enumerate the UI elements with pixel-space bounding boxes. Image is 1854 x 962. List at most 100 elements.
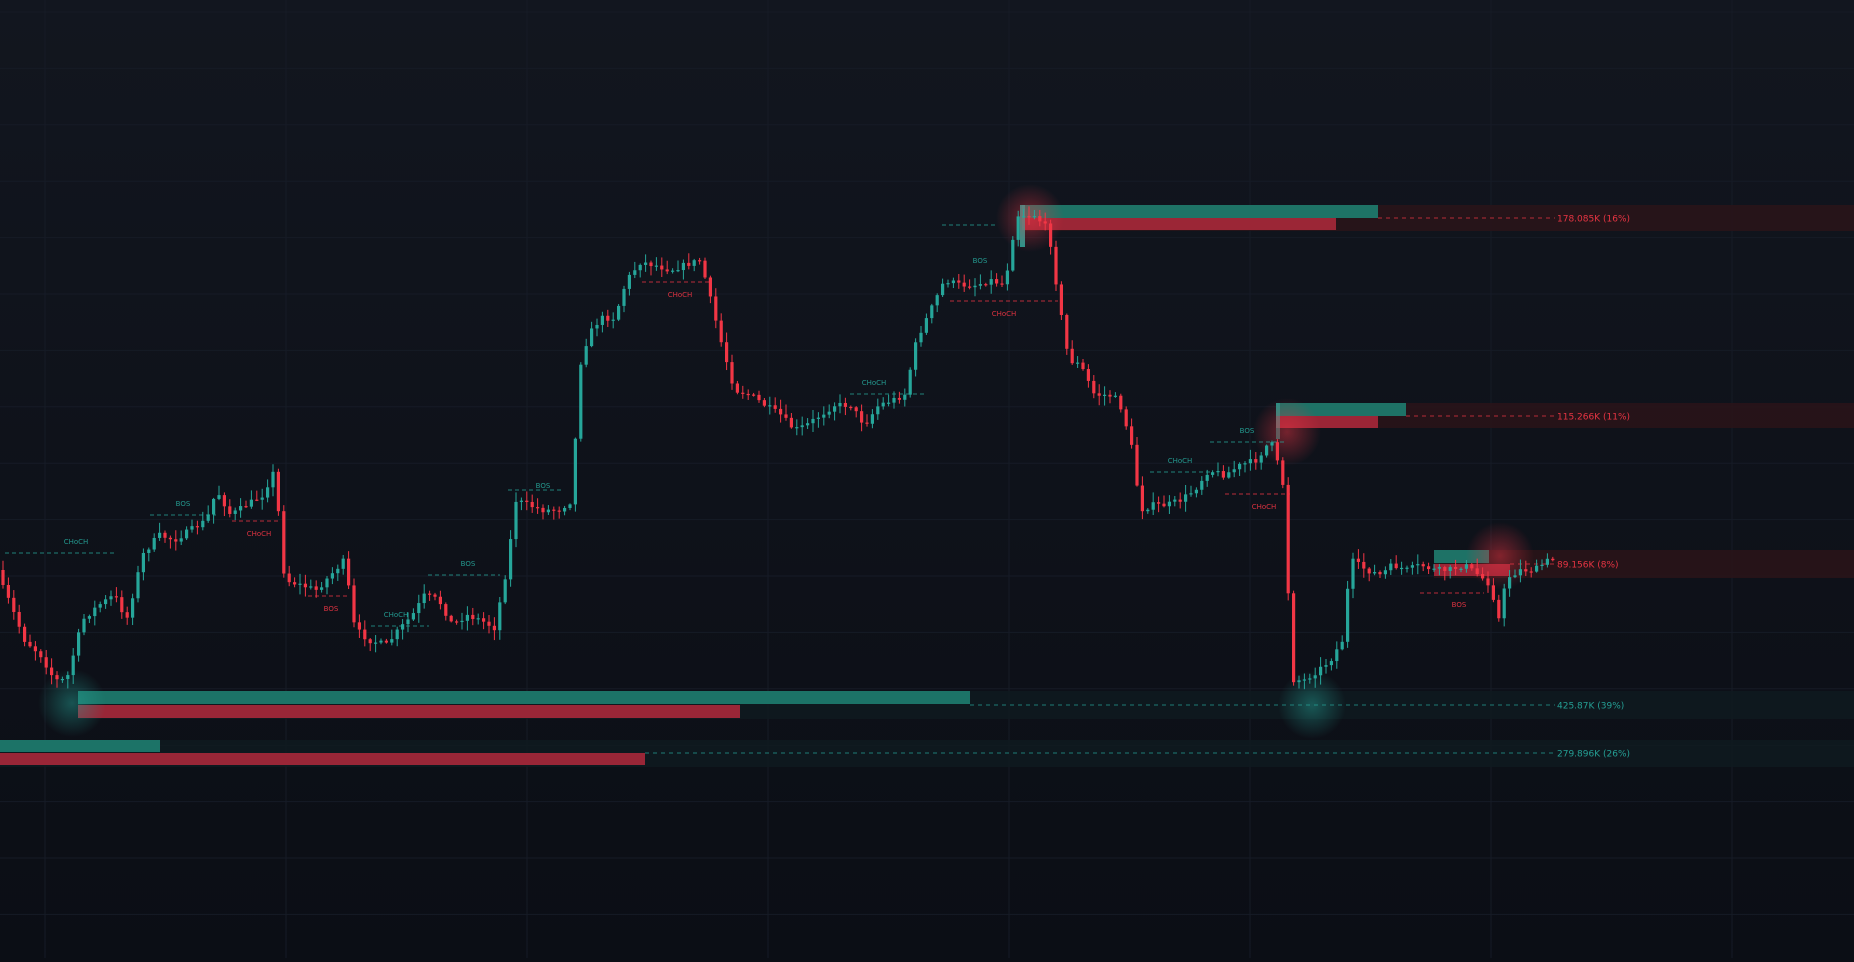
candle[interactable] bbox=[33, 641, 37, 661]
candle[interactable] bbox=[1470, 562, 1474, 571]
candle[interactable] bbox=[541, 504, 545, 520]
candle[interactable] bbox=[573, 437, 577, 512]
candle[interactable] bbox=[735, 380, 739, 395]
candle[interactable] bbox=[897, 391, 901, 404]
candle[interactable] bbox=[12, 590, 16, 620]
candle[interactable] bbox=[1400, 561, 1404, 575]
candle[interactable] bbox=[1302, 673, 1306, 690]
candle[interactable] bbox=[1416, 554, 1420, 575]
candle[interactable] bbox=[509, 530, 513, 587]
candle[interactable] bbox=[849, 405, 853, 411]
candle[interactable] bbox=[1065, 313, 1069, 355]
candle[interactable] bbox=[471, 607, 475, 626]
candle[interactable] bbox=[158, 522, 162, 541]
candle[interactable] bbox=[1032, 209, 1036, 220]
candle[interactable] bbox=[222, 492, 226, 517]
candle[interactable] bbox=[428, 590, 432, 601]
candle[interactable] bbox=[671, 268, 675, 274]
candle[interactable] bbox=[271, 464, 275, 497]
candle[interactable] bbox=[50, 658, 54, 685]
candle[interactable] bbox=[1265, 444, 1269, 458]
candle[interactable] bbox=[1243, 461, 1247, 473]
candle[interactable] bbox=[352, 578, 356, 628]
candle[interactable] bbox=[125, 606, 129, 625]
candle[interactable] bbox=[390, 629, 394, 646]
candle[interactable] bbox=[1292, 590, 1296, 686]
candle[interactable] bbox=[1540, 559, 1544, 571]
candle[interactable] bbox=[44, 650, 48, 675]
candle[interactable] bbox=[136, 565, 140, 603]
candle[interactable] bbox=[973, 278, 977, 297]
candle[interactable] bbox=[773, 397, 777, 413]
candle[interactable] bbox=[71, 648, 75, 684]
candle[interactable] bbox=[77, 628, 81, 662]
candle[interactable] bbox=[239, 498, 243, 518]
candle[interactable] bbox=[320, 581, 324, 593]
candle[interactable] bbox=[1281, 457, 1285, 489]
candle[interactable] bbox=[336, 564, 340, 581]
candle[interactable] bbox=[870, 409, 874, 429]
candle[interactable] bbox=[1432, 564, 1436, 572]
candle[interactable] bbox=[249, 490, 253, 509]
candle[interactable] bbox=[1356, 549, 1360, 569]
candle[interactable] bbox=[746, 389, 750, 400]
candle[interactable] bbox=[622, 285, 626, 313]
candle[interactable] bbox=[1043, 212, 1047, 231]
candle[interactable] bbox=[357, 614, 361, 638]
candle[interactable] bbox=[309, 579, 313, 590]
candle[interactable] bbox=[1049, 219, 1053, 255]
candle[interactable] bbox=[368, 638, 372, 652]
candle[interactable] bbox=[104, 595, 108, 609]
candle[interactable] bbox=[174, 530, 178, 551]
candle[interactable] bbox=[1529, 567, 1533, 578]
candle[interactable] bbox=[152, 533, 156, 552]
candle[interactable] bbox=[438, 590, 442, 610]
candle[interactable] bbox=[492, 617, 496, 641]
candle[interactable] bbox=[465, 606, 469, 631]
candle[interactable] bbox=[1421, 561, 1425, 572]
candle[interactable] bbox=[1005, 263, 1009, 291]
candle[interactable] bbox=[741, 385, 745, 399]
candle[interactable] bbox=[795, 419, 799, 436]
candle[interactable] bbox=[1162, 495, 1166, 508]
candle[interactable] bbox=[563, 505, 567, 516]
candle[interactable] bbox=[800, 416, 804, 436]
candle[interactable] bbox=[411, 608, 415, 622]
candle[interactable] bbox=[595, 318, 599, 337]
candle[interactable] bbox=[1373, 564, 1377, 576]
candle[interactable] bbox=[374, 635, 378, 653]
candle[interactable] bbox=[757, 390, 761, 403]
candle[interactable] bbox=[303, 574, 307, 597]
candle[interactable] bbox=[519, 497, 523, 511]
candle[interactable] bbox=[93, 600, 97, 626]
candle[interactable] bbox=[1410, 561, 1414, 575]
candle[interactable] bbox=[1086, 364, 1090, 388]
candle[interactable] bbox=[1405, 565, 1409, 573]
candle[interactable] bbox=[887, 394, 891, 407]
candle[interactable] bbox=[714, 288, 718, 329]
candle[interactable] bbox=[185, 526, 189, 541]
candle[interactable] bbox=[1254, 452, 1258, 470]
candle[interactable] bbox=[860, 404, 864, 432]
candle[interactable] bbox=[1054, 240, 1058, 292]
candle[interactable] bbox=[206, 505, 210, 523]
candle[interactable] bbox=[962, 274, 966, 292]
candle[interactable] bbox=[1475, 558, 1479, 577]
candle[interactable] bbox=[703, 257, 707, 279]
candle[interactable] bbox=[1205, 469, 1209, 487]
candle[interactable] bbox=[60, 676, 64, 683]
candle[interactable] bbox=[1135, 437, 1139, 487]
candle[interactable] bbox=[1551, 556, 1555, 562]
candle[interactable] bbox=[627, 271, 631, 296]
candle[interactable] bbox=[1491, 578, 1495, 603]
candle[interactable] bbox=[1211, 470, 1215, 478]
candle[interactable] bbox=[1097, 384, 1101, 406]
candle[interactable] bbox=[255, 490, 259, 502]
candle[interactable] bbox=[433, 592, 437, 601]
candle[interactable] bbox=[984, 282, 988, 287]
candle[interactable] bbox=[708, 275, 712, 304]
candle[interactable] bbox=[649, 260, 653, 276]
candle[interactable] bbox=[1508, 570, 1512, 597]
candle[interactable] bbox=[968, 279, 972, 290]
